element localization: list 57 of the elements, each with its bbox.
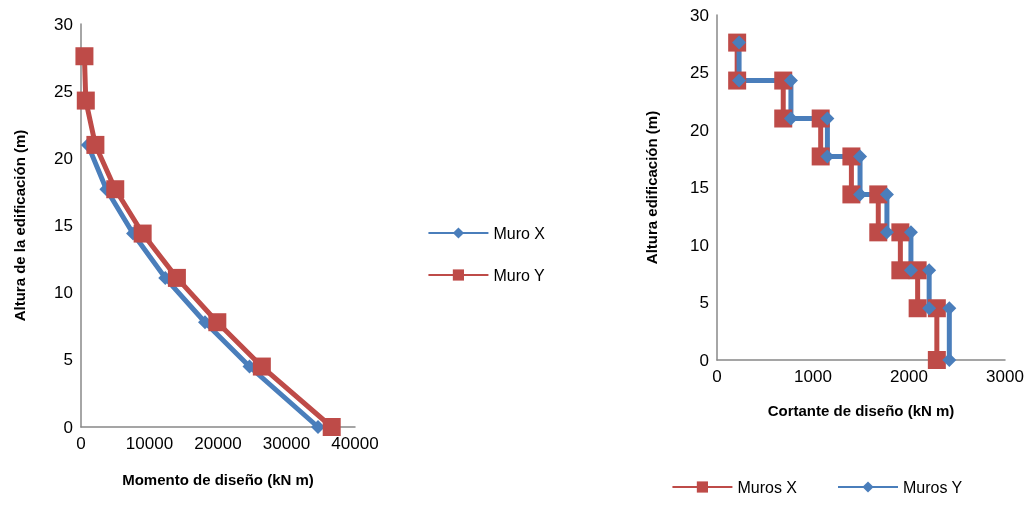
point [853,149,868,164]
legend-label: Muro Y [493,266,546,284]
point [903,225,918,240]
x-tick-label: 20000 [194,434,242,453]
y-tick-label: 5 [699,293,709,312]
x-axis-title: Momento de diseño (kN m) [122,470,314,488]
y-tick-label: 15 [54,216,73,235]
x-tick-label: 3000 [986,367,1024,386]
point [820,111,835,126]
x-tick-label: 40000 [331,434,379,453]
x-tick-label: 0 [712,367,722,386]
x-tick-label: 0 [76,434,86,453]
point [922,263,937,278]
point [879,225,894,240]
x-tick-label: 2000 [890,367,928,386]
legend-label: Muros Y [903,478,963,496]
point [783,111,798,126]
point [732,35,747,50]
y-axis-title: Altura edificación (m) [642,110,660,265]
point [133,224,152,243]
y-tick-label: 0 [699,350,709,370]
y-tick-label: 20 [54,148,73,168]
point [106,180,125,199]
x-tick-label: 10000 [125,434,174,453]
point [732,73,747,88]
point [783,73,798,88]
point [927,351,946,369]
point [76,91,95,110]
point [252,357,271,376]
y-tick-label: 30 [690,5,709,25]
y-tick-label: 15 [690,178,709,197]
y-tick-label: 0 [63,417,73,437]
point [922,301,937,316]
point [942,301,957,316]
point [879,187,894,202]
x-axis-title: Cortante de diseño (kN m) [767,401,955,419]
legend-label: Muros X [737,478,798,496]
y-tick-label: 5 [63,350,73,370]
y-tick-label: 25 [690,63,709,82]
y-tick-label: 30 [54,14,73,34]
point [942,353,957,367]
x-tick-label: 1000 [794,367,832,386]
point [208,313,227,332]
y-tick-label: 20 [690,120,709,140]
point [322,418,341,436]
y-tick-label: 10 [54,283,73,303]
point [167,268,186,287]
x-tick-label: 30000 [262,434,311,453]
legend-label: Muro X [493,224,546,242]
y-axis-title: Altura de la edificación (m) [10,129,28,322]
y-tick-label: 10 [690,235,709,255]
point [903,263,918,278]
point [908,299,927,318]
point [86,135,105,154]
point [891,261,910,280]
point [75,47,94,66]
y-tick-label: 25 [54,81,73,101]
